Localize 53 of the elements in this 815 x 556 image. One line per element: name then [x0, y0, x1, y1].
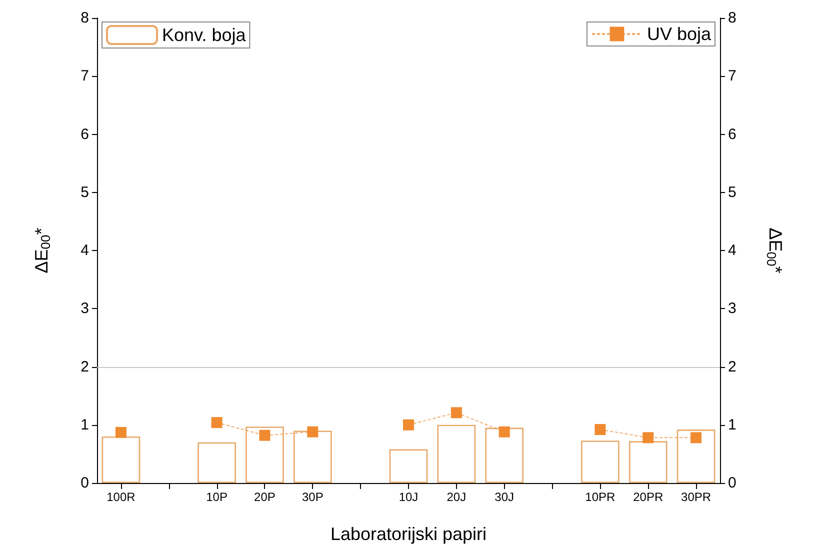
y2-tick-label: 3 [728, 300, 736, 318]
bar [246, 426, 284, 483]
x-tick-label: 20J [446, 490, 466, 504]
legend-label: Konv. boja [162, 25, 247, 45]
y2-axis-title: ΔE00* [764, 228, 786, 274]
bar [389, 449, 428, 483]
x-tick-label: 10PR [585, 490, 616, 504]
legend-label: UV boja [646, 24, 712, 44]
x-tick-label: 10P [206, 490, 228, 504]
y-tick-label: 8 [80, 10, 89, 26]
y-axis-title: ΔE00* [32, 228, 53, 274]
y2-tick-label: 0 [728, 474, 736, 492]
y-tick-label: 1 [80, 416, 89, 434]
point [403, 419, 414, 430]
y-tick-label: 6 [80, 126, 89, 143]
x-axis-title: Laboratorijski papiri [330, 524, 487, 544]
x-tick-label: 20P [254, 490, 276, 504]
y2-tick-label: 5 [728, 184, 736, 201]
y2-tick-label: 2 [728, 358, 736, 376]
bar [198, 442, 236, 483]
point [498, 426, 510, 438]
y-tick-label: 5 [80, 184, 89, 201]
y2-tick-label: 8 [728, 10, 736, 26]
point [690, 432, 702, 444]
point [259, 430, 270, 441]
x-tick-label: 10J [398, 490, 418, 504]
y2-tick-label: 4 [728, 242, 736, 259]
y2-tick-label: 7 [728, 68, 736, 85]
y-tick-label: 4 [80, 242, 89, 259]
point [450, 407, 462, 418]
y2-tick-label: 1 [728, 416, 736, 434]
bar [676, 430, 716, 483]
x-tick-label: 30P [302, 490, 324, 504]
y-tick-label: 2 [80, 358, 89, 376]
bar [485, 428, 524, 483]
bar [102, 436, 140, 483]
bar [293, 430, 332, 483]
point [642, 432, 654, 444]
x-tick-label: 100R [106, 490, 136, 504]
y-tick-label: 0 [80, 474, 89, 492]
point [307, 426, 318, 438]
y-tick-label: 3 [80, 300, 89, 318]
point [211, 417, 222, 428]
y-tick-label: 7 [80, 68, 89, 85]
bar [581, 440, 620, 483]
point [594, 424, 606, 436]
point [115, 426, 126, 438]
bar [437, 424, 476, 483]
x-tick-label: 20PR [633, 490, 664, 504]
bar [628, 441, 668, 483]
x-tick-label: 30PR [681, 490, 712, 504]
x-tick-label: 30J [494, 490, 514, 504]
y2-tick-label: 6 [728, 126, 736, 143]
